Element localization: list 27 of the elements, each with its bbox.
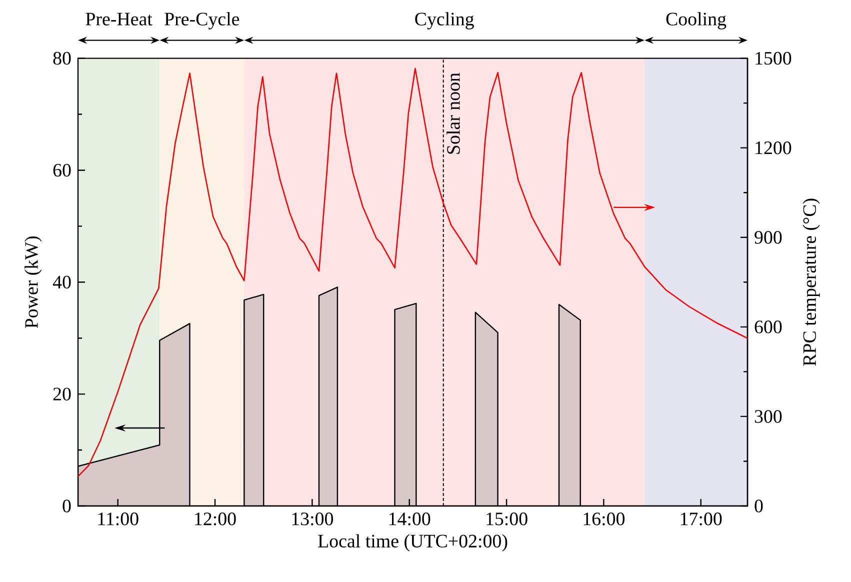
y-tick-label: 40 (52, 276, 71, 289)
y2-tick-label: 0 (754, 500, 763, 512)
y-tick-label: 0 (62, 500, 71, 512)
line-series (78, 68, 748, 478)
band-label: Cooling (666, 12, 726, 30)
y-tick-label: 60 (53, 164, 71, 177)
band-label: Pre-Cycle (164, 12, 240, 30)
y2-tick-label: 1200 (756, 141, 792, 154)
y2-axis-title: RPC temperature (°C) (802, 198, 820, 366)
y2-tick-label: 1500 (756, 52, 792, 65)
ref-line-label: Solar noon (446, 72, 460, 154)
x-tick-label: 15:00 (486, 512, 528, 526)
y-axis-title: Power (kW) (24, 236, 42, 328)
band-label: Pre-Heat (86, 12, 152, 26)
x-tick-label: 16:00 (584, 512, 625, 526)
x-tick-label: 14:00 (389, 512, 430, 526)
y2-tick-label: 900 (754, 231, 782, 244)
x-tick-label: 12:00 (195, 512, 236, 526)
x-tick-label: 17:00 (680, 512, 722, 526)
x-tick-label: 13:00 (292, 512, 334, 526)
x-tick-label: 11:00 (98, 512, 138, 526)
y-tick-label: 20 (53, 388, 71, 400)
x-axis-title: Local time (UTC+02:00) (318, 534, 508, 552)
y2-tick-label: 300 (754, 410, 782, 423)
y2-tick-label: 600 (754, 320, 782, 334)
band-label: Cycling (415, 12, 474, 30)
y-tick-label: 80 (53, 52, 71, 65)
